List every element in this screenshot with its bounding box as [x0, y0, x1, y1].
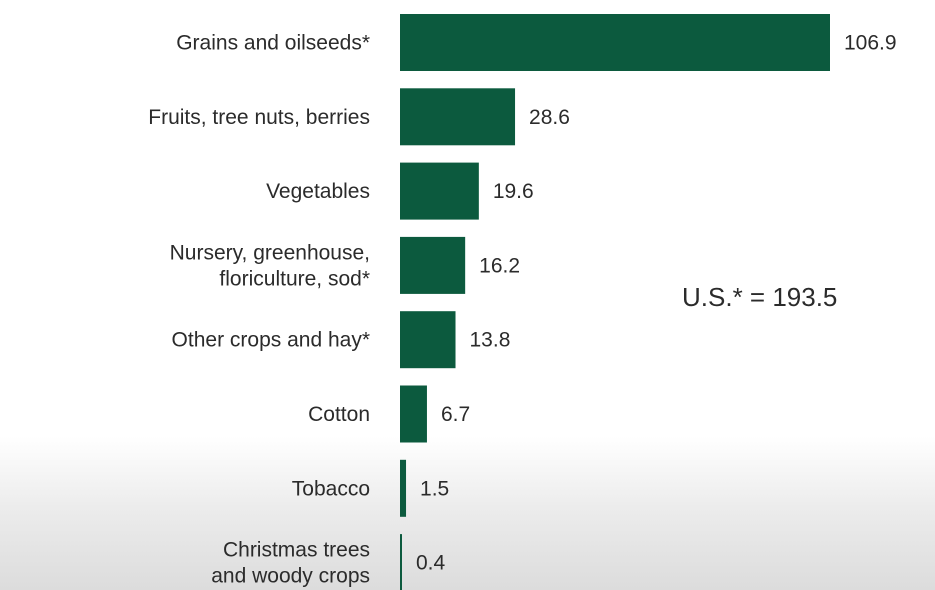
bar-7	[400, 534, 402, 590]
category-labels: Grains and oilseeds* Fruits, tree nuts, b…	[148, 32, 370, 588]
category-label-7: Christmas trees and woody crops	[211, 539, 370, 588]
value-label-0: 106.9	[844, 32, 897, 55]
value-label-4: 13.8	[470, 329, 511, 352]
category-label-5: Cotton	[308, 403, 370, 426]
value-label-6: 1.5	[420, 477, 449, 500]
total-annotation: U.S.* = 193.5	[682, 282, 837, 312]
value-label-5: 6.7	[441, 403, 470, 426]
bar-3	[400, 236, 466, 294]
category-label-0: Grains and oilseeds*	[176, 32, 370, 55]
value-label-3: 16.2	[479, 254, 520, 277]
bar-2	[400, 162, 479, 220]
value-label-1: 28.6	[529, 106, 570, 129]
bar-5	[400, 385, 427, 443]
category-label-2: Vegetables	[266, 180, 370, 203]
bar-4	[400, 311, 456, 369]
bar-0	[400, 14, 830, 71]
category-label-3: Nursery, greenhouse, floriculture, sod*	[170, 241, 370, 290]
value-labels: 106.9 28.6 19.6 16.2 13.8 6.7 1.5 0.4	[416, 32, 897, 575]
category-label-4: Other crops and hay*	[172, 329, 370, 352]
bars-group	[400, 14, 830, 590]
value-label-2: 19.6	[493, 180, 534, 203]
value-label-7: 0.4	[416, 552, 446, 575]
bar-6	[400, 459, 407, 517]
category-label-6: Tobacco	[292, 477, 370, 500]
category-label-1: Fruits, tree nuts, berries	[148, 106, 370, 129]
bar-1	[400, 88, 516, 146]
